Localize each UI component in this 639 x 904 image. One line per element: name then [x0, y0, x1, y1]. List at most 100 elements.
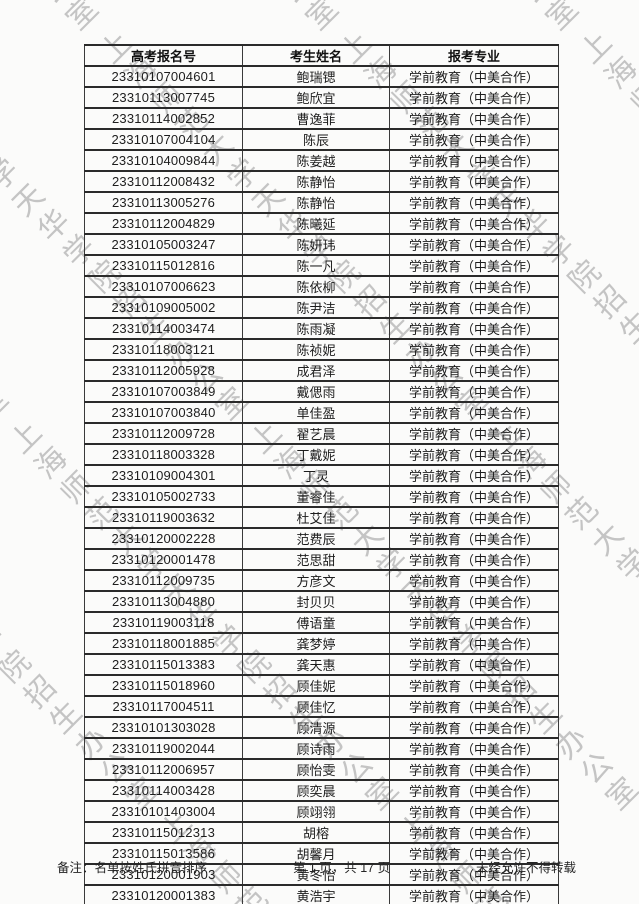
- table-row: 23310118003121 陈祯妮 学前教育（中美合作）: [84, 338, 559, 361]
- exam-id-cell: 23310101403004: [84, 800, 243, 823]
- major-cell: 学前教育（中美合作）: [389, 464, 559, 487]
- footer-page-indicator: 第 1 页，共 17 页: [292, 861, 391, 875]
- candidate-name-cell: 陈姜越: [242, 149, 390, 172]
- candidate-name-cell: 顾佳妮: [242, 674, 390, 697]
- table-row: 23310118003328 丁戴妮 学前教育（中美合作）: [84, 443, 559, 466]
- major-cell: 学前教育（中美合作）: [389, 338, 559, 361]
- exam-id-cell: 23310107004104: [84, 128, 243, 151]
- header-candidate-name: 考生姓名: [242, 44, 390, 67]
- candidate-name-cell: 陈祯妮: [242, 338, 390, 361]
- header-major: 报考专业: [389, 44, 559, 67]
- candidate-name-cell: 鲍欣宜: [242, 86, 390, 109]
- exam-id-cell: 23310105002733: [84, 485, 243, 508]
- watermark-text: 上海师范大学天华学院招生办公室: [420, 0, 639, 42]
- admission-list-table: 高考报名号 考生姓名 报考专业 23310107004601 鲍瑞锶 学前教育（中美…: [84, 44, 559, 904]
- candidate-name-cell: 顾清源: [242, 716, 390, 739]
- candidate-name-cell: 范费辰: [242, 527, 390, 550]
- candidate-name-cell: 成君泽: [242, 359, 390, 382]
- table-row: 23310107004104 陈辰 学前教育（中美合作）: [84, 128, 559, 151]
- exam-id-cell: 23310120001478: [84, 548, 243, 571]
- exam-id-cell: 23310112006957: [84, 758, 243, 781]
- watermark-text: 上海师范大学天华学院招生办公室: [180, 0, 585, 42]
- exam-id-cell: 23310107003849: [84, 380, 243, 403]
- major-cell: 学前教育（中美合作）: [389, 779, 559, 802]
- major-cell: 学前教育（中美合作）: [389, 884, 559, 904]
- candidate-name-cell: 陈曦延: [242, 212, 390, 235]
- major-cell: 学前教育（中美合作）: [389, 632, 559, 655]
- exam-id-cell: 23310105003247: [84, 233, 243, 256]
- candidate-name-cell: 陈静怡: [242, 170, 390, 193]
- table-row: 23310117004511 顾佳忆 学前教育（中美合作）: [84, 695, 559, 718]
- major-cell: 学前教育（中美合作）: [389, 86, 559, 109]
- table-row: 23310119003118 傅语童 学前教育（中美合作）: [84, 611, 559, 634]
- major-cell: 学前教育（中美合作）: [389, 506, 559, 529]
- exam-id-cell: 23310113005276: [84, 191, 243, 214]
- candidate-name-cell: 方彦文: [242, 569, 390, 592]
- major-cell: 学前教育（中美合作）: [389, 674, 559, 697]
- candidate-name-cell: 丁戴妮: [242, 443, 390, 466]
- table-row: 23310114003474 陈雨凝 学前教育（中美合作）: [84, 317, 559, 340]
- table-row: 23310107003849 戴偲雨 学前教育（中美合作）: [84, 380, 559, 403]
- exam-id-cell: 23310112009735: [84, 569, 243, 592]
- major-cell: 学前教育（中美合作）: [389, 149, 559, 172]
- candidate-name-cell: 单佳盈: [242, 401, 390, 424]
- candidate-name-cell: 陈尹洁: [242, 296, 390, 319]
- exam-id-cell: 23310114003474: [84, 317, 243, 340]
- table-row: 23310104009844 陈姜越 学前教育（中美合作）: [84, 149, 559, 172]
- table-row: 23310115012816 陈一凡 学前教育（中美合作）: [84, 254, 559, 277]
- exam-id-cell: 23310101303028: [84, 716, 243, 739]
- exam-id-cell: 23310117004511: [84, 695, 243, 718]
- footer-note: 备注：名单按姓氏拼音排序: [57, 861, 208, 875]
- exam-id-cell: 23310119002044: [84, 737, 243, 760]
- exam-id-cell: 23310113007745: [84, 86, 243, 109]
- candidate-name-cell: 顾翊翎: [242, 800, 390, 823]
- exam-id-cell: 23310107004601: [84, 65, 243, 88]
- table-row: 23310120001383 黄浩宇 学前教育（中美合作）: [84, 884, 559, 904]
- candidate-name-cell: 陈妍玮: [242, 233, 390, 256]
- candidate-name-cell: 黄冬怡: [242, 863, 390, 886]
- page-footer: 备注：名单按姓氏拼音排序 第 1 页，共 17 页 未经允许不得转载: [57, 857, 576, 876]
- exam-id-cell: 23310115012313: [84, 821, 243, 844]
- table-row: 23310113005276 陈静怡 学前教育（中美合作）: [84, 191, 559, 214]
- major-cell: 学前教育（中美合作）: [389, 107, 559, 130]
- major-cell: 学前教育（中美合作）: [389, 863, 559, 886]
- candidate-name-cell: 顾佳忆: [242, 695, 390, 718]
- major-cell: 学前教育（中美合作）: [389, 422, 559, 445]
- exam-id-cell: 23310115013586: [84, 842, 243, 865]
- table-row: 23310119002044 顾诗雨 学前教育（中美合作）: [84, 737, 559, 760]
- exam-id-cell: 23310120002228: [84, 527, 243, 550]
- table-row: 23310112006957 顾怡雯 学前教育（中美合作）: [84, 758, 559, 781]
- table-row: 23310114002852 曹逸菲 学前教育（中美合作）: [84, 107, 559, 130]
- candidate-name-cell: 陈静怡: [242, 191, 390, 214]
- candidate-name-cell: 顾奕晨: [242, 779, 390, 802]
- major-cell: 学前教育（中美合作）: [389, 737, 559, 760]
- table-row: 23310101303028 顾清源 学前教育（中美合作）: [84, 716, 559, 739]
- exam-id-cell: 23310112008432: [84, 170, 243, 193]
- table-header: 高考报名号 考生姓名 报考专业: [84, 44, 559, 67]
- table-row: 23310115018960 顾佳妮 学前教育（中美合作）: [84, 674, 559, 697]
- watermark-text: 上海师范大学天华学院招生办公室: [0, 0, 105, 42]
- exam-id-cell: 23310115012816: [84, 254, 243, 277]
- table-row: 23310120002228 范费辰 学前教育（中美合作）: [84, 527, 559, 550]
- major-cell: 学前教育（中美合作）: [389, 611, 559, 634]
- table-row: 23310112004829 陈曦延 学前教育（中美合作）: [84, 212, 559, 235]
- exam-id-cell: 23310109005002: [84, 296, 243, 319]
- table-row: 23310112009728 翟艺晨 学前教育（中美合作）: [84, 422, 559, 445]
- major-cell: 学前教育（中美合作）: [389, 296, 559, 319]
- header-row: 高考报名号 考生姓名 报考专业: [84, 44, 559, 67]
- candidate-name-cell: 陈雨凝: [242, 317, 390, 340]
- candidate-name-cell: 杜艾佳: [242, 506, 390, 529]
- candidate-name-cell: 龚天惠: [242, 653, 390, 676]
- exam-id-cell: 23310112009728: [84, 422, 243, 445]
- major-cell: 学前教育（中美合作）: [389, 65, 559, 88]
- exam-id-cell: 23310114003428: [84, 779, 243, 802]
- exam-id-cell: 23310114002852: [84, 107, 243, 130]
- candidate-name-cell: 曹逸菲: [242, 107, 390, 130]
- exam-id-cell: 23310119003118: [84, 611, 243, 634]
- major-cell: 学前教育（中美合作）: [389, 548, 559, 571]
- major-cell: 学前教育（中美合作）: [389, 821, 559, 844]
- major-cell: 学前教育（中美合作）: [389, 191, 559, 214]
- exam-id-cell: 23310104009844: [84, 149, 243, 172]
- candidate-name-cell: 顾诗雨: [242, 737, 390, 760]
